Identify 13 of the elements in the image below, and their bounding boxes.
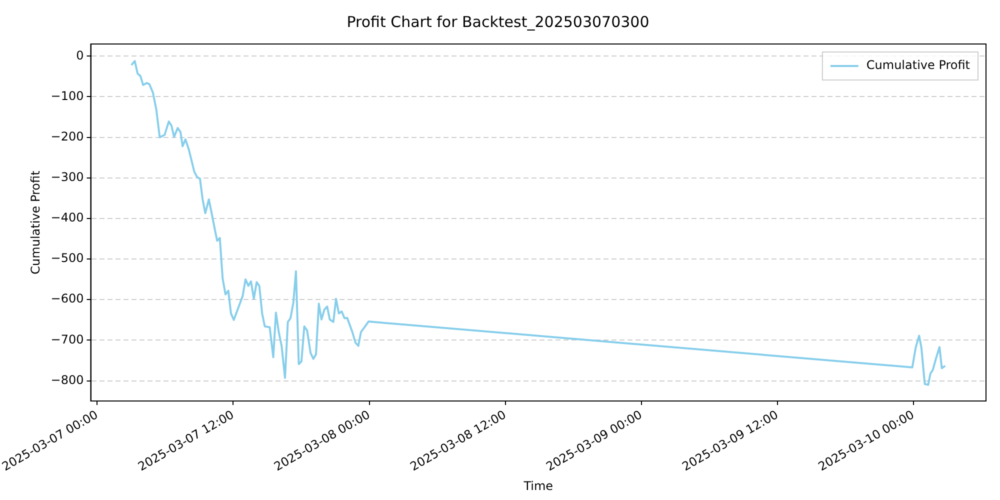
y-tick-label: −500 (50, 251, 84, 266)
y-tick-label: 0 (76, 48, 84, 62)
y-tick-label: −600 (50, 292, 84, 306)
y-tick-label: −400 (50, 210, 84, 225)
chart-title: Profit Chart for Backtest_202503070300 (346, 12, 650, 31)
y-axis-title: Cumulative Profit (28, 170, 43, 274)
y-tick-label: −200 (50, 129, 84, 144)
y-tick-label: −800 (50, 372, 84, 387)
legend-label: Cumulative Profit (866, 58, 970, 72)
y-tick-label: −300 (50, 170, 84, 184)
x-axis-title: Time (522, 478, 554, 493)
y-tick-label: −700 (50, 332, 84, 346)
y-tick-label: −100 (50, 88, 84, 103)
